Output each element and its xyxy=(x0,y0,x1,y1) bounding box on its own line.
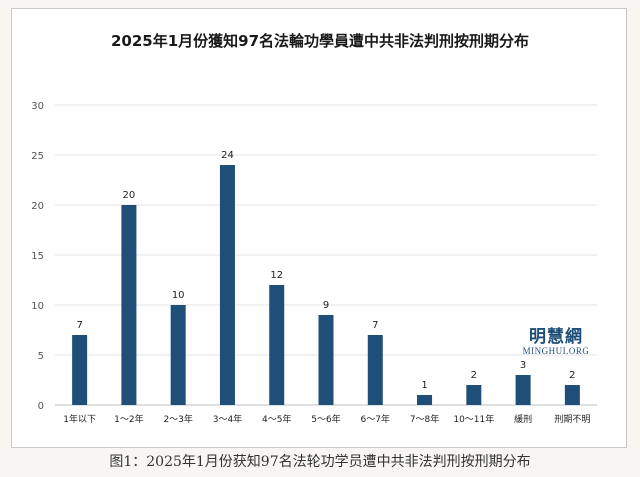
data-label: 2 xyxy=(569,370,575,381)
data-label: 3 xyxy=(520,360,526,371)
bar xyxy=(72,335,88,405)
bars xyxy=(72,165,580,405)
x-tick-label: 2～3年 xyxy=(163,413,192,425)
data-label: 2 xyxy=(471,370,477,381)
x-tick-label: 7～8年 xyxy=(410,413,439,425)
bar xyxy=(121,205,137,405)
bar xyxy=(318,315,334,405)
y-tick-label: 25 xyxy=(31,151,44,162)
x-tick-label: 1～2年 xyxy=(114,413,143,425)
x-tick-label: 刑期不明 xyxy=(554,414,590,425)
x-tick-label: 3～4年 xyxy=(213,413,242,425)
minghui-watermark: 明慧網 MINGHUI.ORG xyxy=(510,322,602,356)
x-tick-label: 4～5年 xyxy=(262,413,291,425)
x-axis-ticks: 1年以下 1～2年 2～3年 3～4年 4～5年 5～6年 6～7年 7～8年 10～11年 緩刑… xyxy=(63,413,590,425)
bar xyxy=(170,305,186,405)
data-label: 10 xyxy=(172,290,185,301)
bar xyxy=(564,385,580,405)
x-tick-label: 5～6年 xyxy=(311,413,340,425)
bar xyxy=(269,285,285,405)
y-tick-label: 10 xyxy=(31,301,44,312)
data-label: 12 xyxy=(270,270,283,281)
y-tick-label: 5 xyxy=(38,351,44,362)
grid-lines xyxy=(55,104,597,406)
watermark-name: 明慧網 xyxy=(529,327,583,347)
data-label: 1 xyxy=(421,380,427,391)
watermark-domain: MINGHUI.ORG xyxy=(522,346,590,356)
data-label: 7 xyxy=(76,320,82,331)
chart-title: 2025年1月份獲知97名法輪功學員遭中共非法判刑按刑期分布 xyxy=(110,32,530,50)
data-label: 20 xyxy=(123,190,136,201)
y-tick-label: 0 xyxy=(38,401,44,412)
x-tick-label: 10～11年 xyxy=(453,413,494,425)
x-tick-label: 緩刑 xyxy=(514,413,532,425)
bar xyxy=(367,335,383,405)
y-tick-label: 30 xyxy=(31,101,44,112)
data-label: 24 xyxy=(221,150,234,161)
y-tick-label: 20 xyxy=(31,201,44,212)
x-tick-label: 6～7年 xyxy=(361,413,390,425)
bar xyxy=(219,165,235,405)
bar xyxy=(466,385,482,405)
data-label: 7 xyxy=(372,320,378,331)
y-tick-label: 15 xyxy=(31,251,44,262)
figure-caption: 图1：2025年1月份获知97名法轮功学员遭中共非法判刑按刑期分布 xyxy=(109,454,531,470)
data-label: 9 xyxy=(323,300,329,311)
x-tick-label: 1年以下 xyxy=(63,413,96,425)
bar xyxy=(515,375,531,405)
y-axis-ticks: 0 5 10 15 20 25 30 xyxy=(31,101,44,412)
bar xyxy=(417,395,433,405)
